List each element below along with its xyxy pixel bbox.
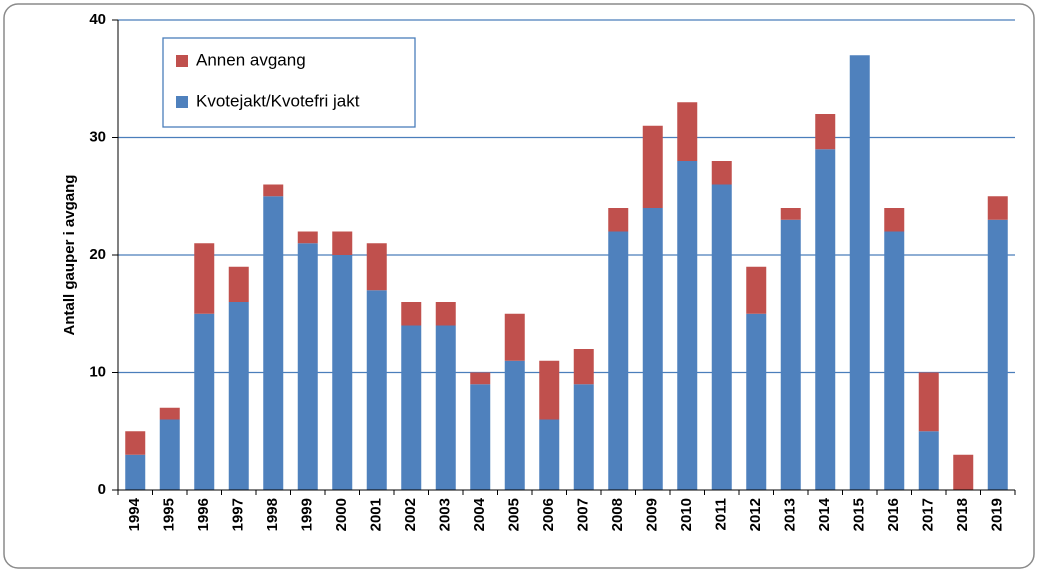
bar-segment [815,149,836,490]
x-tick-label: 1994 [126,497,143,531]
bar-segment [608,231,629,490]
bar-segment [711,161,732,185]
bar-segment [642,208,663,490]
bar-segment [470,372,491,385]
bar-segment [573,384,594,490]
bar-segment [159,419,180,490]
x-tick-label: 2004 [471,497,488,531]
bar-segment [711,184,732,490]
x-tick-label: 2008 [609,498,626,531]
bar-segment [918,372,939,432]
bar-segment [746,266,767,314]
x-tick-label: 2000 [333,498,350,531]
x-tick-label: 2009 [644,498,661,531]
x-tick-label: 2003 [437,498,454,531]
bar-segment [297,231,318,244]
bar-segment [918,431,939,490]
bar-segment [815,114,836,150]
bar-segment [332,231,353,255]
bar-segment [194,313,215,490]
legend-text: Annen avgang [196,50,306,69]
legend-swatch [176,55,188,67]
bar-segment [987,196,1008,220]
x-tick-label: 2018 [954,498,971,531]
x-tick-label: 2010 [678,498,695,531]
bar-segment [366,290,387,490]
bar-segment [504,360,525,490]
x-tick-label: 2011 [713,498,730,531]
bar-segment [263,184,284,197]
bar-segment [125,454,146,490]
x-tick-label: 1995 [161,498,178,531]
bar-segment [642,125,663,208]
bar-segment [884,208,905,232]
legend-swatch [176,96,188,108]
y-tick-label: 10 [89,363,106,380]
bar-segment [435,302,456,326]
y-tick-label: 0 [98,481,106,498]
x-tick-label: 1998 [264,498,281,531]
bar-segment [297,243,318,490]
y-tick-label: 40 [89,11,106,28]
bar-segment [677,102,698,161]
bar-segment [194,243,215,314]
x-tick-label: 2014 [816,497,833,531]
bar-segment [780,219,801,490]
y-tick-label: 30 [89,128,106,145]
x-tick-label: 2002 [402,498,419,531]
x-tick-label: 2006 [540,498,557,531]
x-tick-label: 2015 [851,498,868,531]
x-tick-label: 1996 [195,498,212,531]
bar-segment [332,255,353,490]
y-tick-label: 20 [89,246,106,263]
bar-segment [470,384,491,490]
bar-segment [573,349,594,385]
bar-segment [987,219,1008,490]
bar-segment [228,302,249,490]
bar-segment [849,55,870,490]
x-tick-label: 1999 [299,498,316,531]
x-tick-label: 2012 [747,498,764,531]
x-tick-label: 2007 [575,498,592,531]
bar-segment [677,161,698,490]
x-tick-label: 2013 [782,498,799,531]
x-tick-label: 2001 [368,498,385,531]
bar-segment [125,431,146,455]
bar-segment [608,208,629,232]
bar-segment [228,266,249,302]
y-axis-label: Antall gauper i avgang [61,175,78,336]
bar-segment [780,208,801,220]
x-tick-label: 2005 [506,498,523,531]
bar-segment [263,196,284,490]
bar-segment [539,419,560,490]
bar-segment [504,313,525,361]
bar-segment [953,454,974,490]
x-tick-label: 2016 [885,498,902,531]
bar-segment [401,302,422,326]
x-tick-label: 2017 [920,498,937,531]
bar-segment [435,325,456,490]
chart-frame [3,3,1035,569]
bar-segment [746,313,767,490]
bar-segment [401,325,422,490]
bar-segment [539,360,560,420]
bar-segment [366,243,387,291]
legend-text: Kvotejakt/Kvotefri jakt [196,91,360,110]
bar-segment [884,231,905,490]
x-tick-label: 2019 [989,498,1006,531]
x-tick-label: 1997 [230,498,247,531]
legend-box [162,37,416,128]
bar-segment [159,407,180,420]
